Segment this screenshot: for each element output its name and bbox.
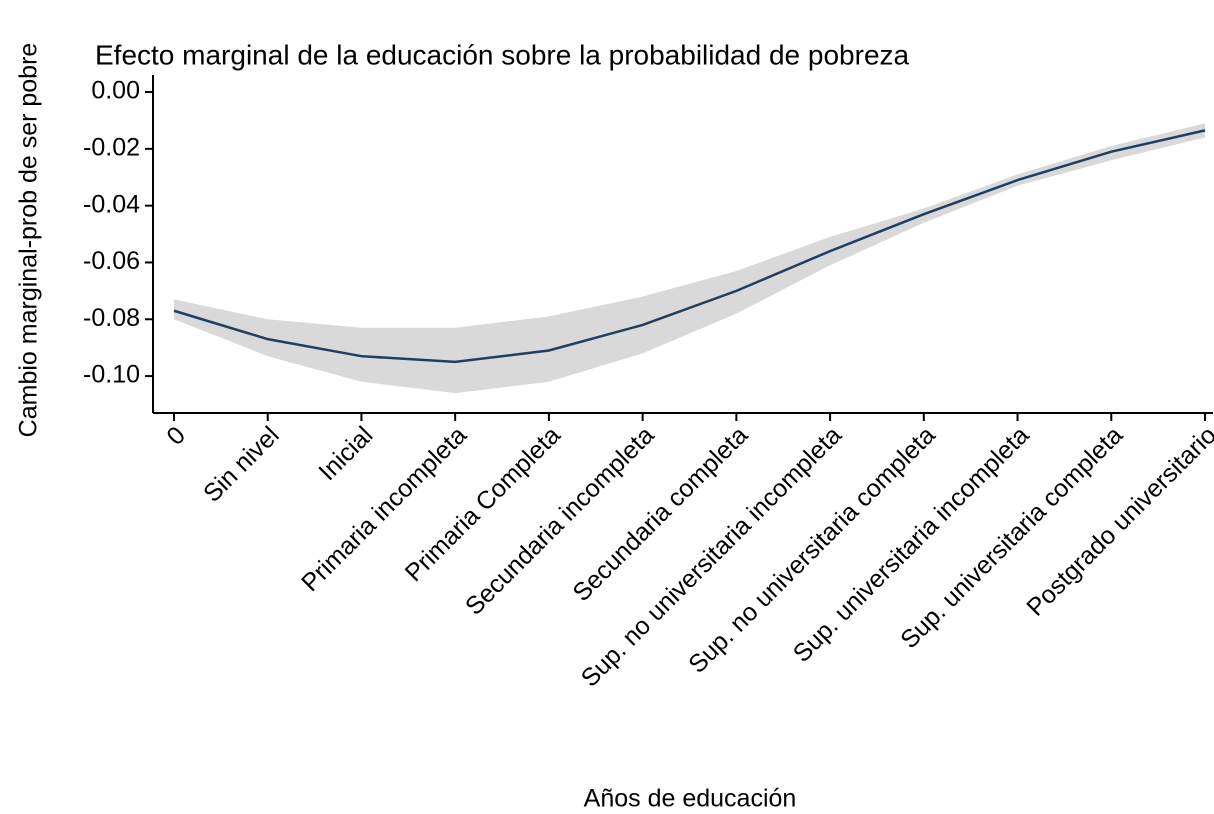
chart-title: Efecto marginal de la educación sobre la…	[95, 39, 910, 70]
x-tick-label: Primaria Completa	[400, 421, 566, 587]
y-tick-label: -0.08	[83, 304, 140, 332]
x-axis-label: Años de educación	[584, 785, 797, 813]
x-tick-label: Secundaria completa	[567, 421, 753, 607]
y-tick-label: -0.04	[83, 190, 140, 218]
y-tick-label: -0.02	[83, 133, 140, 161]
x-tick-label: Inicial	[313, 421, 378, 486]
confidence-band	[174, 123, 1205, 394]
x-tick-label: Secundaria incompleta	[460, 421, 660, 621]
x-tick-label: 0	[161, 421, 191, 451]
x-tick-label: Sin nivel	[198, 421, 285, 508]
y-tick-label: -0.06	[83, 247, 140, 275]
x-tick-label: Primaria incompleta	[296, 421, 472, 597]
y-axis-label: Cambio marginal-prob de ser pobre	[15, 43, 43, 438]
y-tick-label: -0.10	[83, 361, 140, 389]
line	[173, 129, 1206, 364]
y-tick-label: 0.00	[91, 77, 140, 105]
